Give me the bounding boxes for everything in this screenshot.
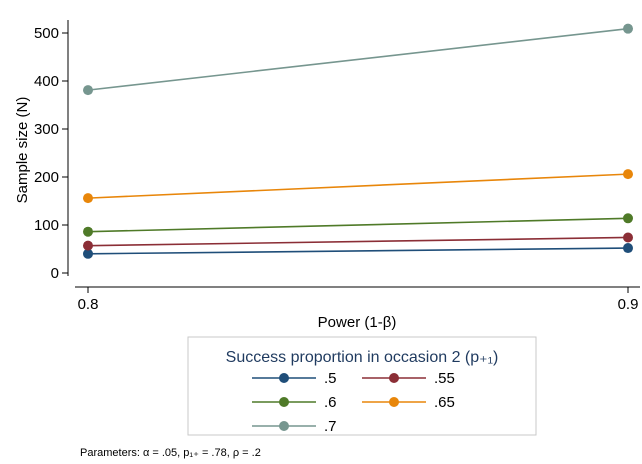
y-tick-label: 400 <box>34 73 59 90</box>
legend-key-marker <box>389 373 399 383</box>
y-tick-label: 300 <box>34 121 59 138</box>
legend-key-marker <box>279 373 289 383</box>
parameters-note: Parameters: α = .05, p₁₊ = .78, ρ = .2 <box>80 447 261 459</box>
legend-label: .65 <box>434 394 455 411</box>
y-axis-title: Sample size (N) <box>14 97 31 204</box>
legend-label: .6 <box>324 394 337 411</box>
series-line-1 <box>87 236 629 247</box>
data-point <box>83 226 93 237</box>
y-tick-label: 200 <box>34 169 59 186</box>
series-line-0 <box>87 247 629 255</box>
y-tick-label: 0 <box>51 265 59 282</box>
x-tick-label: 0.8 <box>78 296 99 313</box>
series-line-3 <box>87 173 629 199</box>
data-point <box>83 85 93 96</box>
series-line-2 <box>87 217 629 233</box>
series-line-4 <box>87 27 629 91</box>
x-axis: 0.8 0.9 <box>75 286 640 313</box>
legend-key-marker <box>389 397 399 407</box>
legend-label: .5 <box>324 370 337 387</box>
plot-area <box>83 23 633 259</box>
data-point <box>83 240 93 251</box>
y-axis: 0 100 200 300 400 500 <box>34 20 69 282</box>
legend-title: Success proportion in occasion 2 (p₊₁) <box>226 349 499 366</box>
legend-key-marker <box>279 421 289 431</box>
legend-label: .55 <box>434 370 455 387</box>
y-tick-label: 500 <box>34 25 59 42</box>
legend-label: .7 <box>324 418 337 435</box>
legend-box <box>187 336 537 436</box>
legend: Success proportion in occasion 2 (p₊₁) .… <box>187 336 537 436</box>
data-point <box>623 23 633 34</box>
data-point <box>623 232 633 243</box>
data-point <box>83 248 93 259</box>
x-axis-title: Power (1-β) <box>318 314 397 331</box>
data-point <box>623 243 633 254</box>
data-point <box>623 169 633 180</box>
data-point <box>83 193 93 204</box>
legend-key-marker <box>279 397 289 407</box>
y-tick-label: 100 <box>34 217 59 234</box>
x-tick-label: 0.9 <box>618 296 639 313</box>
data-point <box>623 213 633 224</box>
